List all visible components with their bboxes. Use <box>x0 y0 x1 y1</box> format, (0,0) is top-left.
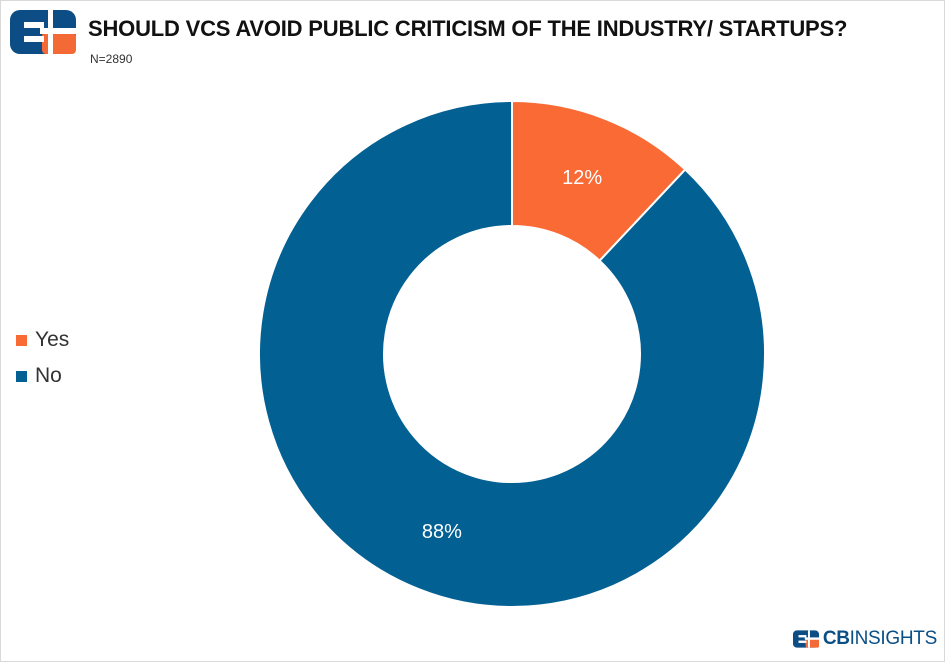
legend-swatch-yes <box>16 334 27 346</box>
donut-slice-no <box>258 99 766 608</box>
legend-label-no: No <box>35 364 62 387</box>
donut-label-no: 88% <box>422 521 462 543</box>
cb-insights-logo-icon <box>792 630 819 648</box>
legend-item-yes: Yes <box>16 322 69 358</box>
footer-brand: CBINSIGHTS <box>792 628 937 650</box>
donut-label-yes: 12% <box>562 167 602 189</box>
chart-subtitle: N=2890 <box>90 52 133 66</box>
cb-insights-logo-icon <box>10 10 76 54</box>
footer-brand-bold: CB <box>822 628 850 649</box>
chart-title: SHOULD VCS AVOID PUBLIC CRITICISM OF THE… <box>88 16 848 41</box>
legend-swatch-no <box>16 370 27 382</box>
legend-label-yes: Yes <box>35 328 70 351</box>
footer-brand-text: CBINSIGHTS <box>823 628 937 650</box>
footer-brand-thin: INSIGHTS <box>849 628 938 649</box>
legend-item-no: No <box>16 358 69 394</box>
chart-legend: Yes No <box>16 322 69 394</box>
